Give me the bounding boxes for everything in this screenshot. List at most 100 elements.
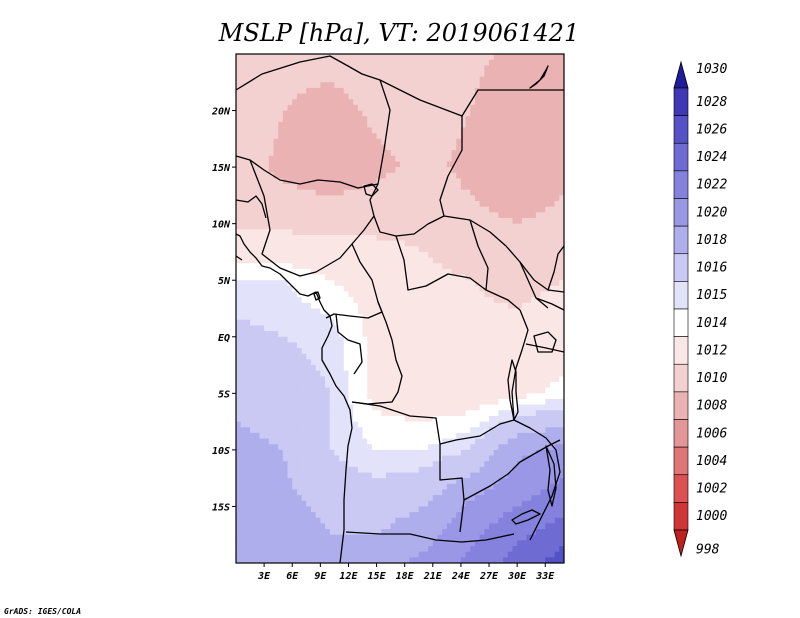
- field-cell: [390, 331, 396, 338]
- field-cell: [526, 308, 532, 315]
- field-cell: [343, 201, 350, 208]
- field-cell: [236, 297, 242, 304]
- field-cell: [320, 291, 326, 298]
- field-cell: [376, 178, 382, 185]
- field-cell: [465, 116, 471, 123]
- field-cell: [273, 427, 279, 434]
- field-cell: [287, 455, 293, 462]
- field-cell: [362, 302, 368, 310]
- field-cell: [521, 234, 528, 242]
- field-cell: [273, 167, 279, 174]
- field-cell: [479, 393, 485, 400]
- field-cell: [353, 387, 359, 394]
- field-cell: [240, 438, 246, 445]
- field-cell: [493, 93, 499, 100]
- field-cell: [245, 206, 251, 213]
- field-cell: [479, 87, 485, 95]
- field-cell: [264, 393, 270, 400]
- field-cell: [320, 234, 326, 242]
- field-cell: [278, 150, 284, 157]
- field-cell: [489, 302, 495, 310]
- field-cell: [367, 342, 373, 349]
- field-cell: [460, 285, 467, 293]
- field-cell: [320, 76, 326, 83]
- field-cell: [282, 59, 289, 66]
- field-cell: [245, 268, 251, 276]
- field-cell: [489, 110, 495, 117]
- field-cell: [512, 189, 518, 196]
- field-cell: [264, 189, 270, 196]
- field-cell: [423, 234, 429, 242]
- field-cell: [367, 387, 373, 394]
- field-cell: [348, 398, 354, 406]
- field-cell: [339, 393, 345, 400]
- field-cell: [470, 133, 476, 140]
- field-cell: [315, 138, 321, 146]
- field-cell: [278, 206, 284, 213]
- field-cell: [353, 274, 359, 281]
- field-cell: [301, 455, 307, 462]
- field-cell: [264, 308, 270, 315]
- field-cell: [446, 359, 453, 366]
- field-cell: [357, 234, 364, 242]
- field-cell: [339, 201, 345, 208]
- field-cell: [465, 365, 471, 372]
- field-cell: [526, 297, 532, 304]
- field-cell: [254, 415, 261, 423]
- field-cell: [348, 116, 354, 123]
- field-cell: [273, 404, 279, 411]
- field-cell: [315, 336, 321, 344]
- field-cell: [493, 161, 499, 168]
- field-cell: [282, 54, 289, 61]
- field-cell: [404, 348, 410, 355]
- field-cell: [371, 257, 378, 264]
- field-cell: [540, 76, 546, 83]
- field-cell: [540, 444, 546, 451]
- field-cell: [512, 127, 518, 134]
- field-cell: [456, 167, 462, 174]
- field-cell: [325, 359, 331, 366]
- field-cell: [353, 144, 359, 151]
- field-cell: [353, 133, 359, 140]
- field-cell: [507, 189, 514, 196]
- field-cell: [442, 121, 448, 129]
- field-cell: [404, 121, 410, 129]
- field-cell: [296, 99, 303, 106]
- field-cell: [306, 342, 312, 349]
- field-cell: [371, 172, 378, 180]
- field-cell: [278, 325, 284, 332]
- field-cell: [409, 336, 415, 344]
- field-cell: [240, 297, 246, 304]
- field-cell: [390, 87, 396, 95]
- field-cell: [521, 370, 528, 377]
- field-cell: [493, 229, 499, 236]
- field-cell: [446, 251, 453, 259]
- field-cell: [325, 161, 331, 168]
- field-cell: [315, 444, 321, 451]
- field-cell: [451, 353, 457, 360]
- field-cell: [329, 410, 335, 417]
- field-cell: [259, 370, 265, 377]
- field-cell: [549, 133, 556, 140]
- field-cell: [334, 93, 340, 100]
- field-cell: [456, 246, 462, 253]
- field-cell: [236, 421, 242, 428]
- field-cell: [264, 229, 270, 236]
- field-cell: [531, 404, 537, 411]
- field-cell: [428, 76, 434, 83]
- field-cell: [254, 393, 261, 400]
- field-cell: [353, 449, 359, 457]
- field-cell: [395, 150, 401, 157]
- field-cell: [376, 449, 382, 457]
- field-cell: [301, 172, 307, 180]
- field-cell: [489, 87, 495, 95]
- field-cell: [489, 178, 495, 185]
- field-cell: [371, 76, 378, 83]
- field-cell: [273, 133, 279, 140]
- field-cell: [296, 65, 303, 72]
- field-cell: [418, 138, 425, 146]
- field-cell: [334, 251, 340, 259]
- field-cell: [254, 359, 261, 366]
- field-cell: [343, 336, 350, 344]
- field-cell: [278, 99, 284, 106]
